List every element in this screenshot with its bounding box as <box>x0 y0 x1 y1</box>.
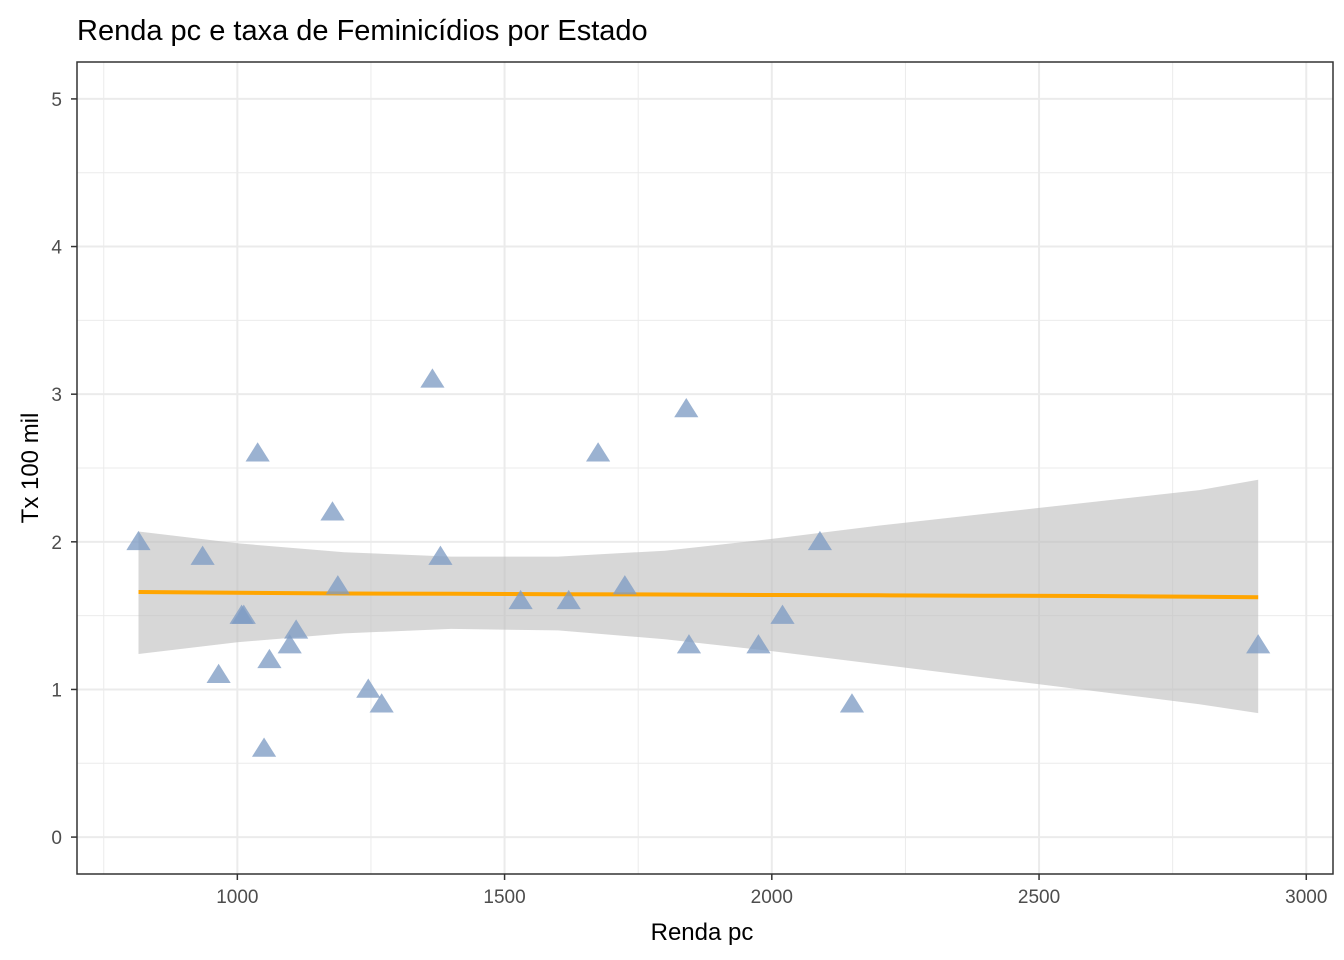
data-point <box>839 693 865 713</box>
y-tick-label: 4 <box>51 238 62 259</box>
x-tick-label: 1500 <box>483 887 525 908</box>
data-point <box>556 589 581 610</box>
data-point <box>612 575 637 595</box>
panel-border-layer <box>76 61 1334 875</box>
y-tick-label: 1 <box>51 680 62 701</box>
x-axis-title: Renda pc <box>651 919 754 946</box>
data-point <box>257 648 282 669</box>
panel-border <box>76 61 1334 875</box>
data-point <box>420 368 445 388</box>
data-point <box>126 530 151 551</box>
data-point <box>508 589 533 610</box>
points-layer <box>126 368 1271 757</box>
data-point <box>277 634 302 654</box>
data-point <box>320 501 345 521</box>
y-axis-title: Tx 100 mil <box>17 413 44 524</box>
data-point <box>231 604 256 624</box>
y-tick-label: 3 <box>51 385 62 406</box>
major-grid <box>77 62 1333 874</box>
x-axis-ticks: 1000 1500 2000 2500 3000 <box>216 874 1327 908</box>
data-point <box>190 545 215 565</box>
data-point <box>746 634 771 654</box>
data-point <box>369 693 394 713</box>
data-point <box>251 737 277 757</box>
x-tick-label: 1000 <box>216 887 258 908</box>
y-tick-label: 0 <box>51 828 62 849</box>
data-point <box>676 634 702 654</box>
x-tick-label: 3000 <box>1285 887 1327 908</box>
data-point <box>807 530 833 551</box>
data-point <box>245 442 270 462</box>
x-tick-label: 2000 <box>751 887 793 908</box>
data-point <box>674 397 699 418</box>
y-tick-label: 5 <box>51 90 62 111</box>
data-point <box>586 442 611 462</box>
data-point <box>356 678 381 698</box>
y-axis-ticks: 0 1 2 3 4 5 <box>51 90 77 849</box>
x-tick-label: 2500 <box>1018 887 1060 908</box>
y-tick-label: 2 <box>51 533 62 554</box>
data-point <box>284 619 309 639</box>
data-point <box>770 604 795 624</box>
data-point <box>428 545 453 565</box>
chart-title: Renda pc e taxa de Feminicídios por Esta… <box>77 15 648 47</box>
data-point <box>325 575 350 595</box>
data-point <box>1246 634 1271 654</box>
data-point <box>206 663 231 683</box>
